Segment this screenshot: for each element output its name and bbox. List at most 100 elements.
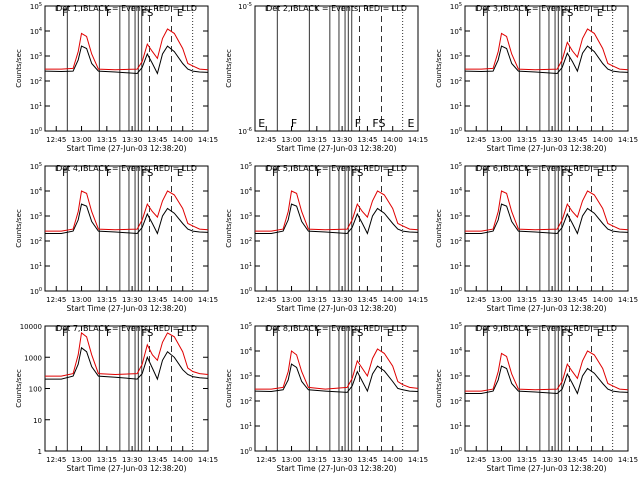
series-lld-line xyxy=(45,28,208,71)
y-tick-label: 104 xyxy=(240,347,252,356)
panel-det-2: 10-6 10-5 12:45 13:00 13:15 13:30 13:45 14:00 14… xyxy=(225,2,428,153)
marker-letter: FS xyxy=(351,328,363,339)
y-tick-label: 100 xyxy=(240,287,252,296)
series-lld-line xyxy=(465,190,628,232)
y-tick-label: 100 xyxy=(450,447,462,456)
x-tick-label: 13:30 xyxy=(122,136,142,144)
x-tick-label: 12:45 xyxy=(46,136,66,144)
marker-letter: F xyxy=(482,8,488,19)
panel-title: Det 4, BLACK = Events, RED = LLD xyxy=(56,164,197,173)
x-axis-label: Start Time (27-Jun-03 12:38:20) xyxy=(277,304,397,313)
y-tick-label: 103 xyxy=(450,212,462,221)
x-tick-label: 13:00 xyxy=(71,136,91,144)
y-tick-label: 101 xyxy=(450,102,462,111)
x-tick-label: 13:15 xyxy=(517,456,537,464)
y-tick-label: 100 xyxy=(240,447,252,456)
marker-letter: F xyxy=(526,8,532,19)
x-tick-label: 14:15 xyxy=(408,456,428,464)
marker-letter: F xyxy=(62,168,68,179)
marker-letter: FS xyxy=(561,168,573,179)
y-axis-label: Counts/sec xyxy=(15,49,23,88)
x-tick-label: 13:15 xyxy=(97,296,117,304)
x-tick-label: 14:00 xyxy=(173,136,193,144)
x-tick-label: 12:45 xyxy=(466,456,486,464)
marker-letter: F xyxy=(316,328,322,339)
x-tick-label: 13:15 xyxy=(517,136,537,144)
y-tick-label: 104 xyxy=(240,187,252,196)
x-tick-label: 12:45 xyxy=(466,136,486,144)
x-tick-label: 14:15 xyxy=(198,296,218,304)
series-events-line xyxy=(45,45,208,75)
x-tick-label: 12:45 xyxy=(256,456,276,464)
plot-frame xyxy=(464,165,629,292)
x-axis-label: Start Time (27-Jun-03 12:38:20) xyxy=(67,144,187,153)
marker-letter: FS xyxy=(141,328,153,339)
x-tick-label: 14:00 xyxy=(593,136,613,144)
y-axis-label: Counts/sec xyxy=(435,209,443,248)
x-axis-label: Start Time (27-Jun-03 12:38:20) xyxy=(67,464,187,473)
y-tick-label: 103 xyxy=(450,52,462,61)
plot-frame xyxy=(254,325,419,452)
x-tick-label: 14:15 xyxy=(198,456,218,464)
panel-title: Det 2, BLACK = Events, RED = LLD xyxy=(266,4,407,13)
marker-letter: FS xyxy=(561,8,573,19)
x-tick-label: 14:00 xyxy=(383,456,403,464)
marker-letter: FS xyxy=(351,168,363,179)
y-tick-label: 100 xyxy=(450,127,462,136)
y-tick-label: 105 xyxy=(30,2,42,11)
series-events-line xyxy=(255,363,418,393)
panel-det-8: 100 101 102 103 104 105 12:45 13:00 13:15 13:30 13… xyxy=(225,322,428,473)
series-lld-line xyxy=(465,28,628,71)
marker-letter: F xyxy=(526,328,532,339)
x-axis-label: Start Time (27-Jun-03 12:38:20) xyxy=(277,464,397,473)
plot-frame xyxy=(44,5,209,132)
series-lld-line xyxy=(255,190,418,232)
x-tick-label: 13:00 xyxy=(71,296,91,304)
series-events-line xyxy=(465,45,628,75)
y-tick-label: 100 xyxy=(30,287,42,296)
x-tick-label: 13:00 xyxy=(491,456,511,464)
panel-det-7: 1 10 100 1000 10000 12:45 13:00 13:15 13:30 13:45… xyxy=(15,323,218,473)
marker-letter: FS xyxy=(141,168,153,179)
x-axis-label: Start Time (27-Jun-03 12:38:20) xyxy=(487,304,607,313)
marker-letter: F xyxy=(62,8,68,19)
y-tick-label: 1 xyxy=(38,448,42,456)
y-tick-label: 1000 xyxy=(24,354,42,362)
series-events-line xyxy=(255,203,418,235)
x-tick-label: 14:00 xyxy=(173,296,193,304)
panel-title: Det 6, BLACK = Events, RED = LLD xyxy=(476,164,617,173)
x-axis-label: Start Time (27-Jun-03 12:38:20) xyxy=(487,144,607,153)
x-tick-label: 13:30 xyxy=(122,296,142,304)
x-tick-label: 13:00 xyxy=(491,296,511,304)
x-tick-label: 13:30 xyxy=(542,296,562,304)
marker-letter: E xyxy=(258,117,265,130)
y-tick-label: 101 xyxy=(240,262,252,271)
y-tick-label: 10 xyxy=(33,417,42,425)
marker-letter: E xyxy=(177,8,183,19)
y-axis-label: Counts/sec xyxy=(225,49,233,88)
y-tick-label: 100 xyxy=(29,386,42,394)
x-tick-label: 13:15 xyxy=(307,136,327,144)
marker-letter: E xyxy=(177,168,183,179)
y-tick-label: 102 xyxy=(240,397,252,406)
plot-frame xyxy=(44,165,209,292)
y-axis-label: Counts/sec xyxy=(225,369,233,408)
y-axis-label: Counts/sec xyxy=(435,49,443,88)
x-tick-label: 13:45 xyxy=(147,296,167,304)
x-tick-label: 14:00 xyxy=(383,296,403,304)
y-tick-label: 104 xyxy=(450,27,462,36)
marker-letter: FS xyxy=(561,328,573,339)
marker-letter: F xyxy=(482,328,488,339)
series-events-line xyxy=(45,203,208,235)
x-tick-label: 13:45 xyxy=(147,136,167,144)
marker-letter: F xyxy=(272,168,278,179)
series-events-line xyxy=(465,365,628,395)
marker-letter: F xyxy=(106,328,112,339)
y-tick-label: 102 xyxy=(240,237,252,246)
x-tick-label: 13:30 xyxy=(332,136,352,144)
x-tick-label: 13:45 xyxy=(567,296,587,304)
marker-letter: FS xyxy=(141,8,153,19)
x-tick-label: 14:15 xyxy=(408,296,428,304)
x-tick-label: 14:15 xyxy=(408,136,428,144)
marker-letter: E xyxy=(597,328,603,339)
